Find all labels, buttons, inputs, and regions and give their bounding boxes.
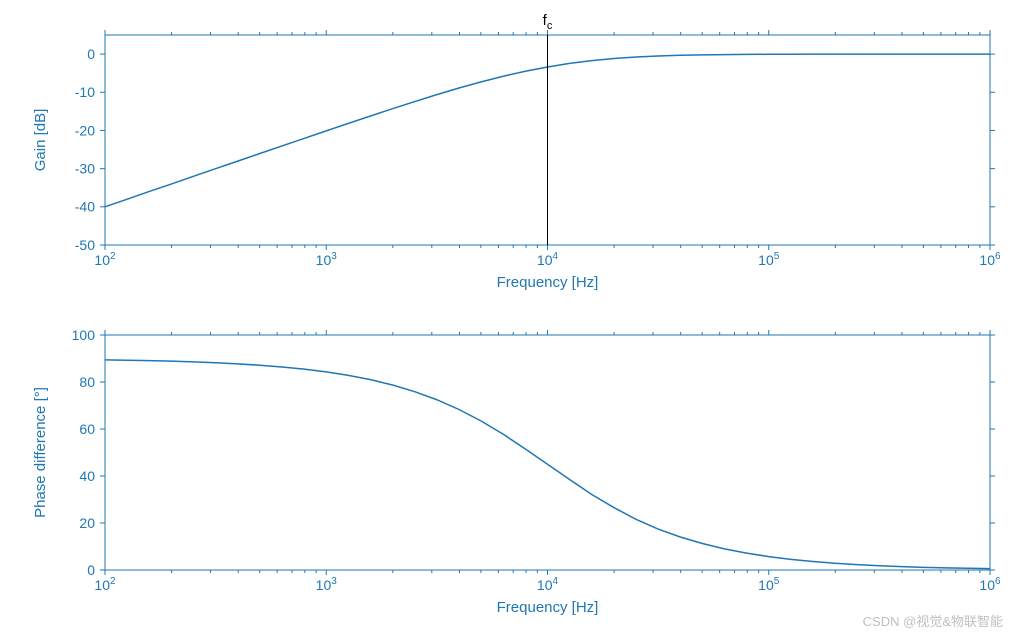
svg-text:105: 105 xyxy=(758,251,780,268)
svg-text:0: 0 xyxy=(87,562,95,578)
svg-text:100: 100 xyxy=(72,327,96,343)
svg-text:40: 40 xyxy=(79,468,95,484)
svg-text:106: 106 xyxy=(979,576,1001,593)
svg-text:60: 60 xyxy=(79,421,95,437)
svg-text:106: 106 xyxy=(979,251,1001,268)
fc-label: fc xyxy=(543,12,553,32)
svg-text:104: 104 xyxy=(537,251,559,268)
svg-text:80: 80 xyxy=(79,374,95,390)
svg-text:-30: -30 xyxy=(75,161,95,177)
svg-text:Frequency [Hz]: Frequency [Hz] xyxy=(497,599,599,616)
chart-panel: 0 20 40 60 80 100 102 103 104 105 106 Frequency [Hz… xyxy=(32,327,1001,616)
svg-text:105: 105 xyxy=(758,576,780,593)
svg-text:103: 103 xyxy=(316,576,338,593)
svg-text:Gain [dB]: Gain [dB] xyxy=(32,109,49,172)
svg-text:Phase difference [°]: Phase difference [°] xyxy=(32,387,49,518)
svg-text:102: 102 xyxy=(94,251,116,268)
svg-text:103: 103 xyxy=(316,251,338,268)
svg-text:-10: -10 xyxy=(75,84,95,100)
svg-text:102: 102 xyxy=(94,576,116,593)
data-curve xyxy=(105,360,990,569)
svg-text:-40: -40 xyxy=(75,199,95,215)
svg-text:-50: -50 xyxy=(75,237,95,253)
svg-text:0: 0 xyxy=(87,46,95,62)
svg-text:Frequency [Hz]: Frequency [Hz] xyxy=(497,274,599,291)
watermark-text: CSDN @视觉&物联智能 xyxy=(863,611,1003,630)
bode-plot: -50-40-30-20-100102103104105106Frequency… xyxy=(0,0,1023,638)
svg-text:-20: -20 xyxy=(75,122,95,138)
svg-text:104: 104 xyxy=(537,576,559,593)
svg-text:20: 20 xyxy=(79,515,95,531)
chart-panel: -50 -40 -30 -20 -10 0 102 103 104 105 106 Frequency… xyxy=(32,12,1001,291)
